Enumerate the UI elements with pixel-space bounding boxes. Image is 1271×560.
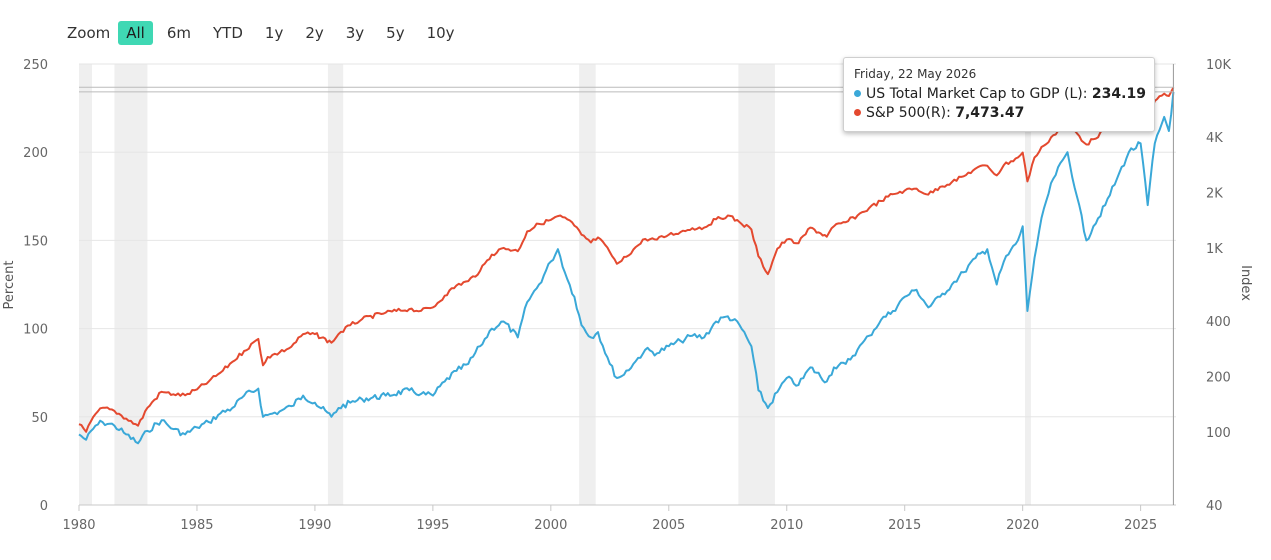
zoom-button-5y[interactable]: 5y [378,21,412,45]
recession-band [327,64,344,505]
zoom-button-3y[interactable]: 3y [338,21,372,45]
tooltip-series-value: 7,473.47 [955,105,1025,121]
recession-band [1025,64,1031,505]
recession-shading [79,64,1031,505]
tooltip-series-value: 234.19 [1091,86,1146,102]
y-right-tick-label: 40 [1206,499,1223,514]
tooltip-series-name: S&P 500(R) [866,105,947,121]
zoom-button-ytd[interactable]: YTD [205,21,251,45]
y-right-tick-label: 200 [1206,370,1231,385]
x-tick-label: 2020 [1006,518,1039,533]
x-tick-label: 1985 [180,518,213,533]
y-axis-left: 0 50 100 150 200 250 [23,58,48,514]
zoom-button-2y[interactable]: 2y [297,21,331,45]
x-tick-label: 2000 [534,518,567,533]
tooltip: Friday, 22 May 2026 US Total Market Cap … [843,57,1155,132]
x-tick-label: 2010 [770,518,803,533]
y-right-tick-label: 400 [1206,315,1231,330]
zoom-button-10y[interactable]: 10y [419,21,463,45]
x-tick-label: 2015 [888,518,921,533]
x-tick-label: 2005 [652,518,685,533]
y-left-tick-label: 100 [23,323,48,338]
x-tick-label: 1980 [62,518,95,533]
recession-band [738,64,775,505]
y-right-tick-label: 1K [1206,242,1223,257]
zoom-button-6m[interactable]: 6m [159,21,199,45]
zoom-label: Zoom [67,24,111,42]
series-layer [78,86,1175,445]
y-right-tick-label: 10K [1206,58,1232,73]
series-marker-icon [854,89,861,97]
y-left-tick-label: 0 [40,499,48,514]
y-right-tick-label: 100 [1206,426,1231,441]
tooltip-date: Friday, 22 May 2026 [854,67,977,81]
series-line-market-cap-to-gdp [78,91,1175,445]
gridlines [79,63,1176,506]
zoom-button-all[interactable]: All [118,21,153,45]
y-right-tick-label: 2K [1206,187,1223,202]
recession-band [79,64,92,505]
tooltip-series-name: US Total Market Cap to GDP (L) [866,86,1083,102]
series-line-sp500 [78,86,1175,433]
series-marker-icon [854,108,861,116]
y-left-tick-label: 250 [23,58,48,73]
recession-band [579,64,596,505]
y-left-tick-label: 50 [31,411,48,426]
x-tick-label: 2025 [1124,518,1157,533]
y-axis-right-title: Index [1238,265,1253,301]
zoom-button-1y[interactable]: 1y [257,21,291,45]
x-tick-label: 1990 [298,518,331,533]
tooltip-row-sp500: S&P 500(R): 7,473.47 [854,104,1144,123]
tooltip-row-market-cap: US Total Market Cap to GDP (L): 234.19 [854,85,1146,104]
recession-band [114,64,148,505]
y-axis-left-title: Percent [2,261,17,310]
y-left-tick-label: 150 [23,234,48,249]
x-axis: 1980 1985 1990 1995 2000 2005 2010 2015 2020 2025 [62,505,1157,533]
y-axis-right: 40 100 200 400 1K 2K 4K 10K [1206,58,1232,514]
y-left-tick-label: 200 [23,146,48,161]
zoom-bar: Zoom All 6m YTD 1y 2y 3y 5y 10y [60,20,469,46]
x-tick-label: 1995 [416,518,449,533]
y-right-tick-label: 4K [1206,131,1223,146]
